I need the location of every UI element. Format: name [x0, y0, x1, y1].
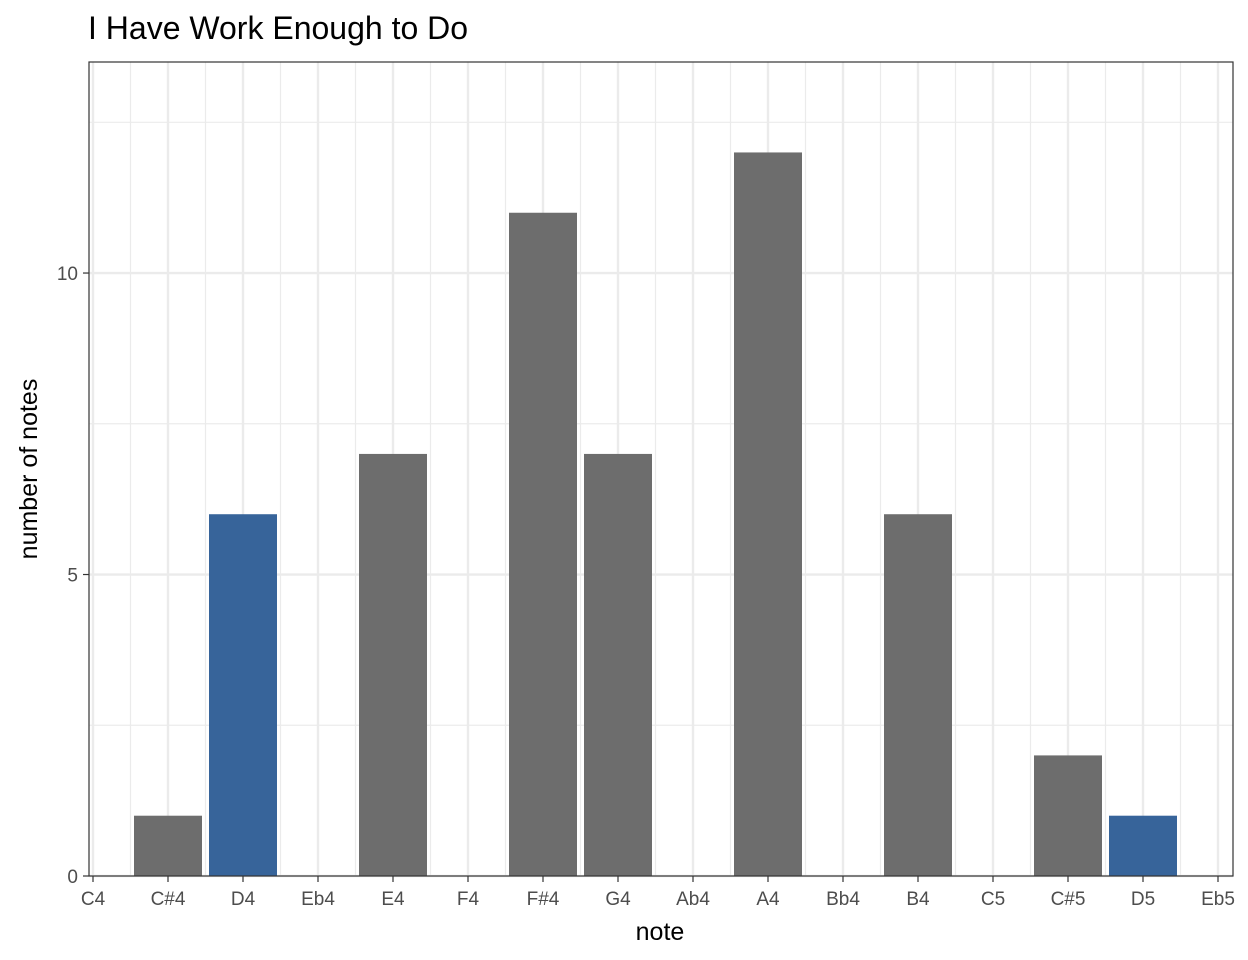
- y-axis-title: number of notes: [15, 379, 43, 560]
- x-tick-label: D4: [231, 889, 256, 910]
- bar-csharp5: [1034, 755, 1102, 876]
- y-tick-label: 10: [57, 264, 78, 285]
- panel-border: [88, 61, 1234, 877]
- bar-e4: [359, 453, 427, 876]
- bar-csharp4: [134, 815, 202, 876]
- bar-a4: [734, 152, 802, 876]
- bar-g4: [584, 453, 652, 876]
- y-tick-label: 5: [67, 566, 78, 587]
- axes: 0 5 10 C4 C#4 D4 Eb4 E4 F4 F#4 G4 Ab4 A4 Bb4 B4 C5 C#5 D5…: [57, 264, 1235, 910]
- panel-background: [89, 62, 1233, 876]
- bar-b4: [884, 514, 952, 876]
- x-tick-label: E4: [381, 889, 405, 910]
- bar-d4: [209, 514, 277, 876]
- bar-fsharp4: [509, 212, 577, 877]
- x-axis-title: note: [636, 918, 685, 946]
- x-tick-label: C4: [81, 889, 106, 910]
- x-tick-label: B4: [906, 889, 930, 910]
- x-tick-label: C5: [981, 889, 1005, 910]
- x-tick-label: D5: [1131, 889, 1155, 910]
- x-tick-label: Eb5: [1201, 889, 1235, 910]
- bars: [134, 152, 1177, 877]
- chart-title: I Have Work Enough to Do: [88, 10, 468, 46]
- x-tick-label: Bb4: [826, 889, 860, 910]
- x-tick-label: F#4: [527, 889, 560, 910]
- x-tick-label: Ab4: [676, 889, 710, 910]
- x-tick-label: C#4: [151, 889, 186, 910]
- x-tick-label: Eb4: [301, 889, 335, 910]
- x-tick-label: A4: [756, 889, 780, 910]
- grid-lines: [89, 62, 1233, 878]
- bar-d5: [1109, 815, 1177, 876]
- x-tick-label: C#5: [1051, 889, 1086, 910]
- x-tick-label: G4: [605, 889, 631, 910]
- x-tick-label: F4: [457, 889, 480, 910]
- y-tick-label: 0: [67, 867, 78, 888]
